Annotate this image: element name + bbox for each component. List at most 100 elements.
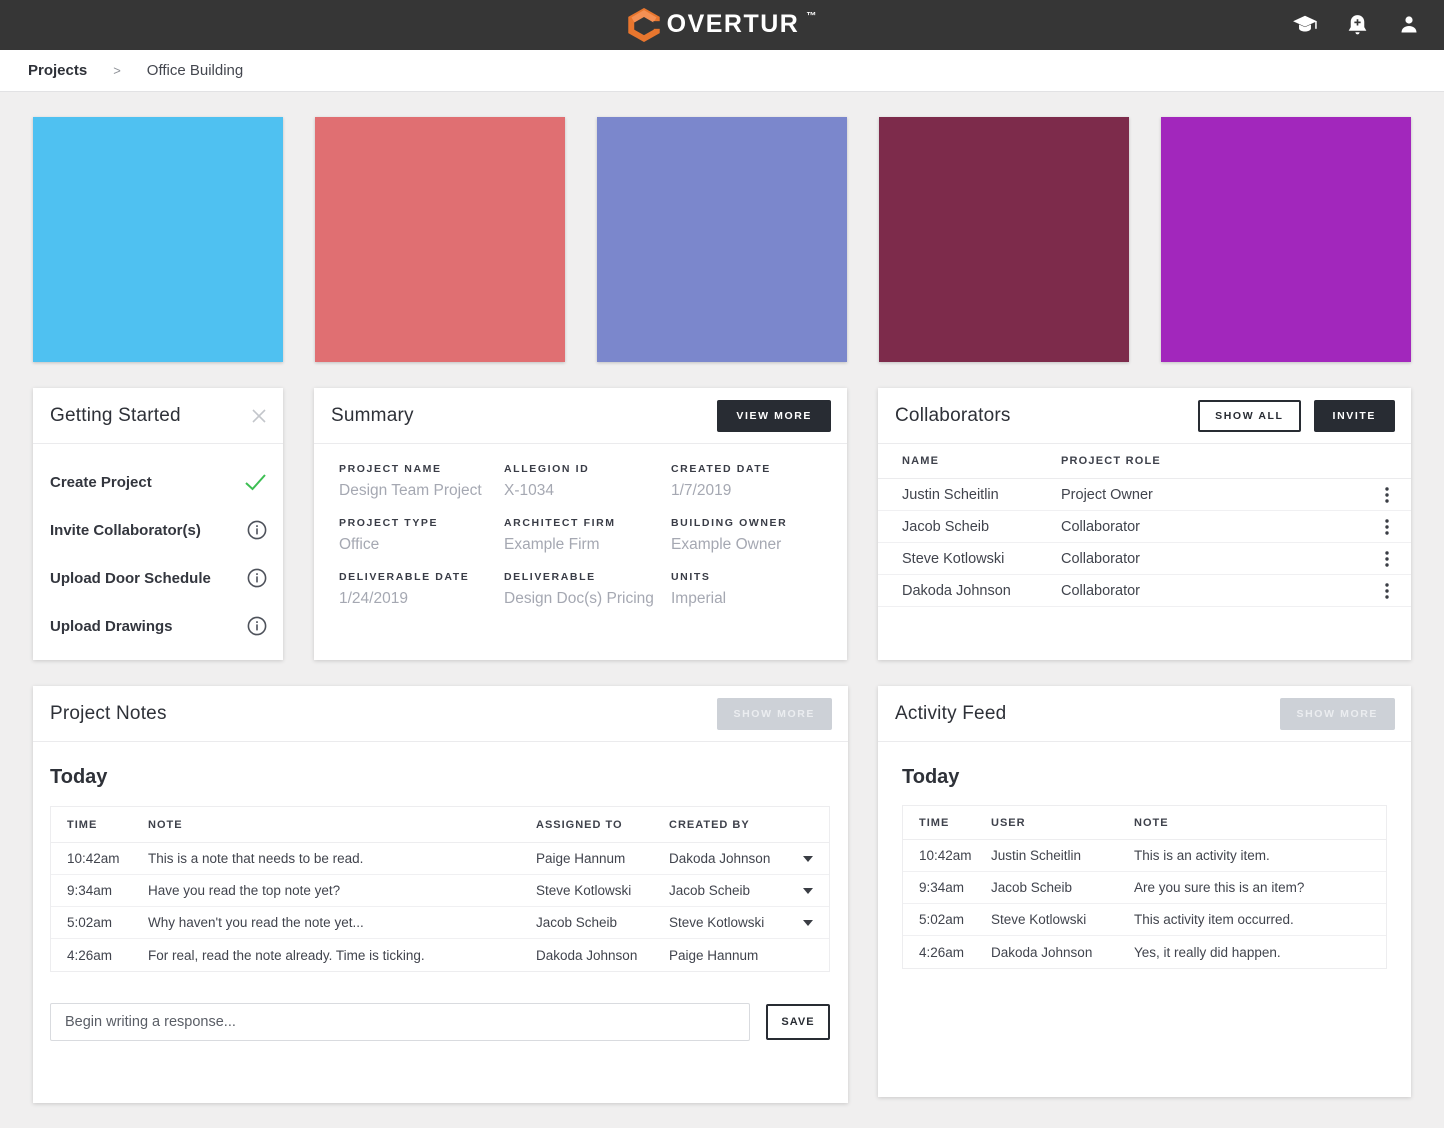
breadcrumb: Projects > Office Building xyxy=(0,50,1444,92)
notifications-bell-icon[interactable] xyxy=(1344,12,1370,38)
checklist-item-upload-drawings: Upload Drawings xyxy=(50,602,267,650)
collaborators-table-header: NAME PROJECT ROLE xyxy=(878,444,1411,479)
field-value: Office xyxy=(339,536,380,553)
note-row: 4:26am For real, read the note already. … xyxy=(51,939,829,971)
checklist-item-invite-collaborators: Invite Collaborator(s) xyxy=(50,506,267,554)
info-icon[interactable] xyxy=(247,616,267,636)
checklist-item-label: Upload Door Schedule xyxy=(50,569,211,587)
info-icon[interactable] xyxy=(247,520,267,540)
drawing-tile-1[interactable] xyxy=(33,117,283,362)
collaborator-role: Project Owner xyxy=(1061,486,1153,503)
column-header-note: NOTE xyxy=(148,818,183,831)
field-value: 1/7/2019 xyxy=(671,482,732,499)
close-icon[interactable] xyxy=(251,408,267,424)
activity-user: Jacob Scheib xyxy=(991,880,1073,895)
note-text: For real, read the note already. Time is… xyxy=(148,947,425,963)
activity-time: 5:02am xyxy=(919,912,965,927)
response-input[interactable] xyxy=(50,1003,750,1041)
activity-table-header: TIME USER NOTE xyxy=(903,806,1386,840)
kebab-menu-icon[interactable] xyxy=(1363,582,1411,599)
field-label: PROJECT TYPE xyxy=(339,517,439,529)
summary-field-created-date: CREATED DATE 1/7/2019 xyxy=(671,463,847,500)
checklist-item-upload-door-schedule: Upload Door Schedule xyxy=(50,554,267,602)
drawing-tiles-row xyxy=(33,117,1411,362)
column-header-user: USER xyxy=(991,816,1026,829)
field-value: Imperial xyxy=(671,590,727,607)
activity-row: 9:34am Jacob Scheib Are you sure this is… xyxy=(903,872,1386,904)
save-button[interactable]: SAVE xyxy=(766,1004,830,1040)
note-assigned-to: Jacob Scheib xyxy=(536,915,618,930)
field-value: Design Doc(s) Pricing xyxy=(504,590,654,607)
activity-note: Are you sure this is an item? xyxy=(1134,880,1305,895)
account-person-icon[interactable] xyxy=(1396,12,1422,38)
show-more-button[interactable]: SHOW MORE xyxy=(1279,697,1395,730)
invite-button[interactable]: INVITE xyxy=(1313,399,1395,432)
drawing-tile-4[interactable] xyxy=(879,117,1129,362)
note-time: 9:34am xyxy=(67,883,113,898)
note-row: 9:34am Have you read the top note yet? S… xyxy=(51,875,829,907)
collaborators-card: Collaborators SHOW ALL INVITE NAME PROJE… xyxy=(878,388,1411,660)
show-more-button[interactable]: SHOW MORE xyxy=(716,697,832,730)
drawing-tile-3[interactable] xyxy=(597,117,847,362)
column-header-assigned-to: ASSIGNED TO xyxy=(536,818,623,831)
field-label: CREATED DATE xyxy=(671,463,771,475)
collaborator-name: Jacob Scheib xyxy=(902,518,990,535)
expand-caret-icon[interactable] xyxy=(786,919,829,926)
collaborator-row: Jacob Scheib Collaborator xyxy=(878,511,1411,543)
brand-name: OVERTUR xyxy=(666,10,800,38)
show-all-button[interactable]: SHOW ALL xyxy=(1198,399,1301,432)
collaborator-name: Justin Scheitlin xyxy=(902,486,999,503)
brand-logo[interactable]: OVERTUR ™ xyxy=(627,8,817,42)
breadcrumb-current-page: Office Building xyxy=(146,62,244,79)
checklist-item-label: Invite Collaborator(s) xyxy=(50,521,201,539)
collaborators-title: Collaborators xyxy=(895,404,1011,426)
activity-row: 5:02am Steve Kotlowski This activity ite… xyxy=(903,904,1386,936)
notes-table: TIME NOTE ASSIGNED TO CREATED BY 10:42am… xyxy=(50,806,830,972)
breadcrumb-projects-link[interactable]: Projects xyxy=(28,62,88,79)
summary-field-architect-firm: ARCHITECT FIRM Example Firm xyxy=(504,517,671,554)
notes-table-header: TIME NOTE ASSIGNED TO CREATED BY xyxy=(51,807,829,843)
breadcrumb-separator: > xyxy=(113,63,121,78)
info-icon[interactable] xyxy=(247,568,267,588)
collaborators-table: NAME PROJECT ROLE Justin Scheitlin Proje… xyxy=(878,444,1411,607)
collaborator-row: Dakoda Johnson Collaborator xyxy=(878,575,1411,607)
note-row: 10:42am This is a note that needs to be … xyxy=(51,843,829,875)
collaborator-name: Dakoda Johnson xyxy=(902,582,1011,599)
summary-field-project-name: PROJECT NAME Design Team Project xyxy=(339,463,504,500)
column-header-role: PROJECT ROLE xyxy=(1061,455,1161,467)
project-notes-card: Project Notes SHOW MORE Today TIME NOTE … xyxy=(33,686,848,1103)
check-icon xyxy=(244,473,267,491)
field-value: 1/24/2019 xyxy=(339,590,408,607)
field-label: ARCHITECT FIRM xyxy=(504,517,616,529)
activity-row: 10:42am Justin Scheitlin This is an acti… xyxy=(903,840,1386,872)
summary-field-allegion-id: ALLEGION ID X-1034 xyxy=(504,463,671,500)
summary-title: Summary xyxy=(331,404,414,426)
field-label: PROJECT NAME xyxy=(339,463,442,475)
notes-section-heading: Today xyxy=(50,766,108,788)
column-header-time: TIME xyxy=(67,818,98,831)
project-notes-title: Project Notes xyxy=(50,702,167,724)
column-header-created-by: CREATED BY xyxy=(669,818,750,831)
expand-caret-icon[interactable] xyxy=(786,855,829,862)
expand-caret-icon[interactable] xyxy=(786,887,829,894)
note-text: Why haven't you read the note yet... xyxy=(148,915,364,930)
collaborator-row: Justin Scheitlin Project Owner xyxy=(878,479,1411,511)
column-header-time: TIME xyxy=(919,816,950,829)
drawing-tile-2[interactable] xyxy=(315,117,565,362)
collaborator-role: Collaborator xyxy=(1061,518,1140,535)
brand-hexagon-icon xyxy=(627,8,660,42)
kebab-menu-icon[interactable] xyxy=(1363,550,1411,567)
field-label: ALLEGION ID xyxy=(504,463,590,475)
activity-note: This activity item occurred. xyxy=(1134,912,1294,927)
kebab-menu-icon[interactable] xyxy=(1363,518,1411,535)
brand-trademark: ™ xyxy=(806,11,817,22)
drawing-tile-5[interactable] xyxy=(1161,117,1411,362)
collaborator-row: Steve Kotlowski Collaborator xyxy=(878,543,1411,575)
getting-started-title: Getting Started xyxy=(50,404,181,426)
field-label: BUILDING OWNER xyxy=(671,517,788,529)
kebab-menu-icon[interactable] xyxy=(1363,486,1411,503)
checklist-item-create-project: Create Project xyxy=(50,458,267,506)
column-header-note: NOTE xyxy=(1134,816,1169,829)
view-more-button[interactable]: VIEW MORE xyxy=(717,399,831,432)
learning-graduation-cap-icon[interactable] xyxy=(1292,12,1318,38)
